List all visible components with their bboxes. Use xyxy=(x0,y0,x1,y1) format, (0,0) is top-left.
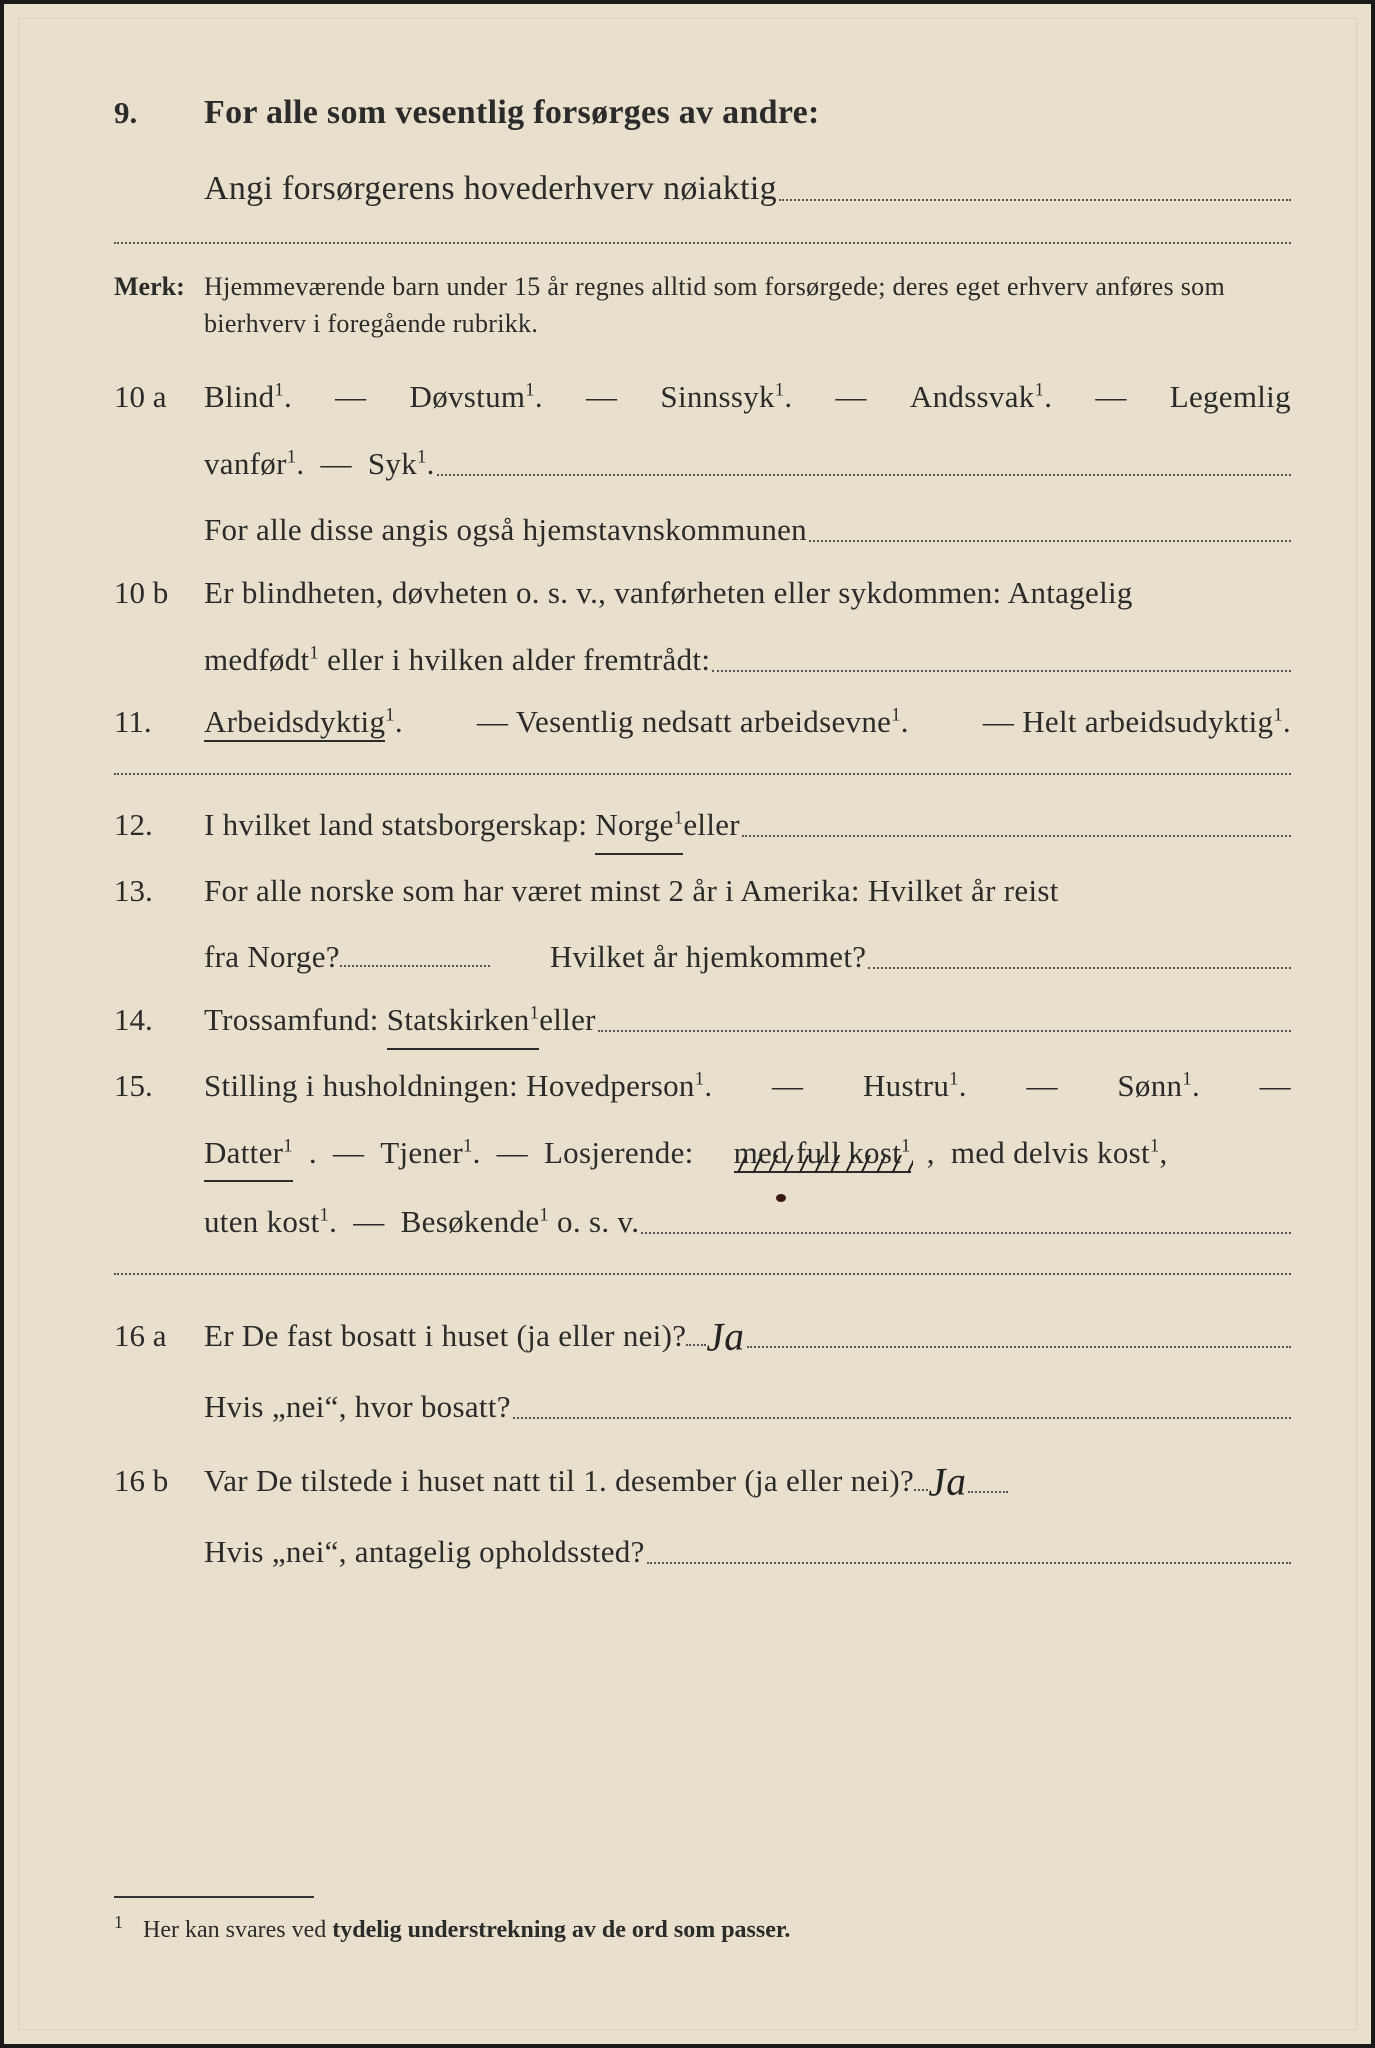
opt-syk: Syk xyxy=(368,446,417,481)
opt-udyktig: Helt arbeidsudyktig xyxy=(1022,704,1273,739)
question-15: 15. Stilling i husholdningen: Hovedperso… xyxy=(114,1060,1291,1249)
q10a-number: 10 a xyxy=(114,371,204,424)
question-16a: 16 a Er De fast bosatt i huset (ja eller… xyxy=(114,1299,1291,1434)
q14-a: Trossamfund: xyxy=(204,994,379,1047)
q15-tjener: Tjener xyxy=(380,1135,463,1170)
q15-sonn: Sønn xyxy=(1117,1068,1182,1103)
q9-line1: For alle som vesentlig forsørges av andr… xyxy=(204,84,1291,142)
q13-number: 13. xyxy=(114,865,204,918)
q13-blank2[interactable] xyxy=(868,940,1291,970)
footnote-b: tydelig understrekning av de ord som pas… xyxy=(332,1917,790,1943)
q16b-blank2[interactable] xyxy=(647,1534,1291,1564)
footnote-num: 1 xyxy=(114,1912,123,1932)
q10b-number: 10 b xyxy=(114,567,204,620)
opt-legemlig: Legemlig xyxy=(1170,371,1291,424)
q15-utenkost: uten kost xyxy=(204,1204,320,1239)
footnote-a: Her kan svares ved xyxy=(143,1917,332,1943)
question-9: 9. For alle som vesentlig forsørges av a… xyxy=(114,84,1291,218)
footnote-rule xyxy=(114,1896,314,1898)
q16a-number: 16 a xyxy=(114,1310,204,1363)
q10a-blank1[interactable] xyxy=(437,446,1291,476)
q10a-line3: For alle disse angis også hjemstavnskomm… xyxy=(204,504,807,557)
divider xyxy=(114,1273,1291,1275)
q16a-q: Er De fast bosatt i huset (ja eller nei)… xyxy=(204,1310,686,1363)
q12-number: 12. xyxy=(114,799,204,852)
q9-blank[interactable] xyxy=(779,168,1291,201)
q10b-rest: eller i hvilken alder fremtrådt: xyxy=(319,642,710,677)
q12-blank[interactable] xyxy=(742,807,1291,837)
q15-osv: o. s. v. xyxy=(549,1204,639,1239)
q14-number: 14. xyxy=(114,994,204,1047)
q16b-number: 16 b xyxy=(114,1455,204,1508)
q16b-q: Var De tilstede i huset natt til 1. dese… xyxy=(204,1455,914,1508)
q16a-answer: Ja xyxy=(705,1302,746,1371)
ink-spot xyxy=(776,1194,786,1202)
q13-line2b: Hvilket år hjemkommet? xyxy=(550,931,867,984)
q13-blank1[interactable] xyxy=(340,938,490,968)
q15-besokende: Besøkende xyxy=(401,1204,540,1239)
q15-datter: Datter xyxy=(204,1135,283,1170)
q15-delviskost: med delvis kost xyxy=(951,1135,1150,1170)
opt-blind: Blind xyxy=(204,379,274,414)
q14-blank[interactable] xyxy=(598,1002,1291,1032)
q14-c: eller xyxy=(539,994,596,1047)
divider xyxy=(114,242,1291,244)
divider xyxy=(114,773,1291,775)
q13-line2a: fra Norge? xyxy=(204,931,340,984)
question-16b: 16 b Var De tilstede i huset natt til 1.… xyxy=(114,1444,1291,1579)
merk-note: Merk: Hjemmeværende barn under 15 år reg… xyxy=(114,268,1291,343)
q10b-blank[interactable] xyxy=(712,642,1291,672)
q16b-answer: Ja xyxy=(927,1447,968,1516)
opt-andssvak: Andssvak xyxy=(910,379,1035,414)
q12-norge: Norge xyxy=(595,807,673,842)
merk-label: Merk: xyxy=(114,268,204,306)
question-14: 14. Trossamfund: Statskirken1 eller xyxy=(114,994,1291,1050)
q10b-medfodt: medfødt xyxy=(204,642,309,677)
opt-nedsatt: Vesentlig nedsatt arbeidsevne xyxy=(516,704,891,739)
question-10b: 10 b Er blindheten, døvheten o. s. v., v… xyxy=(114,567,1291,686)
q15-fullkost: med full kost xyxy=(734,1135,902,1170)
footnote-block: 1 Her kan svares ved tydelig understrekn… xyxy=(114,1896,1291,1944)
q15-number: 15. xyxy=(114,1060,204,1113)
merk-text: Hjemmeværende barn under 15 år regnes al… xyxy=(204,268,1291,343)
q16a-blank2[interactable] xyxy=(513,1389,1291,1419)
q16b-line2: Hvis „nei“, antagelig opholdssted? xyxy=(204,1526,645,1579)
q16a-line2: Hvis „nei“, hvor bosatt? xyxy=(204,1381,511,1434)
q16b-blank[interactable] xyxy=(968,1463,1008,1493)
question-12: 12. I hvilket land statsborgerskap: Norg… xyxy=(114,799,1291,855)
q12-c: eller xyxy=(683,799,740,852)
q9-line2: Angi forsørgerens hovederhverv nøiaktig xyxy=(204,160,777,218)
opt-sinnssyk: Sinnssyk xyxy=(660,379,774,414)
question-11: 11. Arbeidsdyktig1. — Vesentlig nedsatt … xyxy=(114,696,1291,749)
q16a-blank[interactable] xyxy=(747,1318,1291,1348)
question-13: 13. For alle norske som har været minst … xyxy=(114,865,1291,984)
q11-number: 11. xyxy=(114,696,204,749)
opt-dovstum: Døvstum xyxy=(410,379,526,414)
q10a-blank2[interactable] xyxy=(809,512,1291,542)
question-10a: 10 a Blind1. — Døvstum1. — Sinnssyk1. — … xyxy=(114,371,1291,557)
q14-statskirken: Statskirken xyxy=(387,1002,530,1037)
q9-number: 9. xyxy=(114,87,204,140)
census-form-page: 9. For alle som vesentlig forsørges av a… xyxy=(0,0,1375,2048)
q10b-line1: Er blindheten, døvheten o. s. v., vanfør… xyxy=(204,567,1291,620)
q15-hustru: Hustru xyxy=(863,1068,949,1103)
q15-losjerende: Losjerende: xyxy=(544,1127,694,1180)
q13-line1: For alle norske som har været minst 2 år… xyxy=(204,865,1291,918)
q12-a: I hvilket land statsborgerskap: xyxy=(204,799,587,852)
q15-blank[interactable] xyxy=(641,1204,1291,1234)
opt-vanfor: vanfør xyxy=(204,446,287,481)
opt-arbeidsdyktig: Arbeidsdyktig xyxy=(204,704,385,742)
q15-hovedperson: Stilling i husholdningen: Hovedperson xyxy=(204,1068,695,1103)
